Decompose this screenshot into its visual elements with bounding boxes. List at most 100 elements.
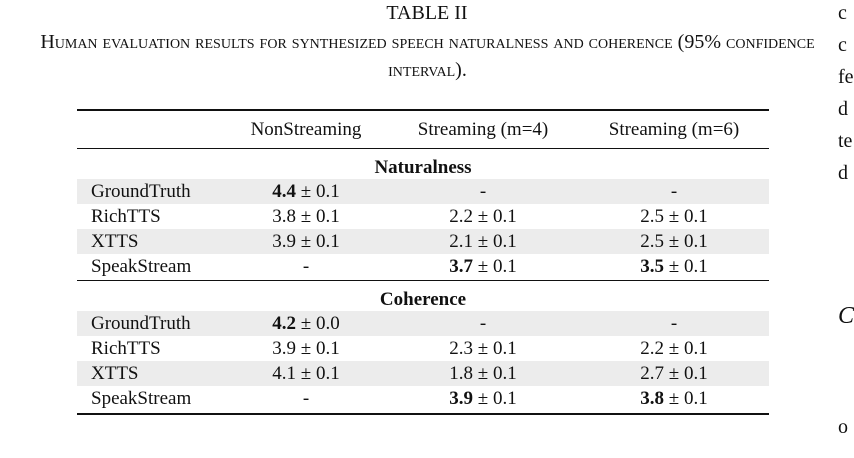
rule [77, 280, 769, 281]
table-cell: 2.2 ± 0.1 [579, 336, 769, 361]
cell-ci: 0.1 [492, 363, 517, 384]
rule [77, 413, 769, 415]
cell-value: 3.9 [449, 388, 474, 409]
cell-ci: 0.1 [683, 231, 708, 252]
cell-value: 4.4 [272, 181, 297, 202]
row-stripe [77, 361, 769, 386]
plus-minus: ± [300, 231, 312, 252]
row-stripe [77, 179, 769, 204]
plus-minus: ± [668, 363, 680, 384]
caption-text: Human evaluation results for synthesized… [40, 31, 815, 81]
section-title: Naturalness [374, 157, 472, 178]
margin-fragment: c [838, 2, 847, 24]
plus-minus: ± [300, 181, 312, 202]
caption-title: TABLE II [386, 2, 468, 24]
margin-fragment: d [838, 98, 848, 120]
table-cell: 2.2 ± 0.1 [388, 204, 578, 229]
cell-value: 3.7 [449, 256, 474, 277]
cell-ci: 0.1 [683, 206, 708, 227]
cell-ci: 0.1 [315, 363, 340, 384]
plus-minus: ± [300, 313, 312, 334]
margin-fragment: c [838, 34, 847, 56]
cell-text: - [479, 313, 487, 334]
cell-ci: 0.1 [315, 181, 340, 202]
row-label: XTTS [91, 363, 139, 384]
table-cell: 1.8 ± 0.1 [388, 361, 578, 386]
margin-fragment: fe [838, 66, 854, 88]
cell-text: - [302, 388, 310, 409]
margin-fragment: te [838, 130, 853, 152]
cell-ci: 0.1 [492, 256, 517, 277]
plus-minus: ± [668, 231, 680, 252]
row-label: RichTTS [91, 338, 161, 359]
plus-minus: ± [477, 388, 489, 409]
row-label: XTTS [91, 231, 139, 252]
table-cell: - [211, 386, 401, 411]
row-label: GroundTruth [91, 313, 191, 334]
rule [77, 148, 769, 149]
plus-minus: ± [300, 206, 312, 227]
table-cell: 3.9 ± 0.1 [211, 229, 401, 254]
plus-minus: ± [300, 338, 312, 359]
plus-minus: ± [668, 388, 680, 409]
table-cell: 2.1 ± 0.1 [388, 229, 578, 254]
table-cell: 3.7 ± 0.1 [388, 254, 578, 279]
row-label: SpeakStream [91, 256, 192, 277]
cell-value: 3.5 [640, 256, 665, 277]
cell-ci: 0.1 [683, 338, 708, 359]
column-header: Streaming (m=4) [417, 119, 549, 140]
column-header: NonStreaming [250, 119, 362, 140]
table-cell: 3.5 ± 0.1 [579, 254, 769, 279]
cell-value: 2.7 [640, 363, 665, 384]
margin-fragment: C [838, 303, 854, 329]
table-cell: 2.5 ± 0.1 [579, 229, 769, 254]
table-cell: 2.3 ± 0.1 [388, 336, 578, 361]
cell-value: 2.2 [640, 338, 665, 359]
cell-value: 4.1 [272, 363, 297, 384]
cell-ci: 0.1 [492, 388, 517, 409]
cell-value: 2.2 [449, 206, 474, 227]
cell-ci: 0.0 [315, 313, 340, 334]
table-cell: 2.5 ± 0.1 [579, 204, 769, 229]
cell-ci: 0.1 [683, 256, 708, 277]
column-header: Streaming (m=6) [608, 119, 740, 140]
cell-value: 3.8 [640, 388, 665, 409]
cell-ci: 0.1 [315, 338, 340, 359]
row-stripe [77, 229, 769, 254]
margin-fragment: d [838, 162, 848, 184]
rule [77, 109, 769, 111]
table-cell: - [579, 179, 769, 204]
cell-value: 2.1 [449, 231, 474, 252]
plus-minus: ± [668, 256, 680, 277]
row-label: RichTTS [91, 206, 161, 227]
plus-minus: ± [300, 363, 312, 384]
table-cell: 3.9 ± 0.1 [388, 386, 578, 411]
table-cell: - [388, 311, 578, 336]
row-label: GroundTruth [91, 181, 191, 202]
section-title: Coherence [379, 289, 467, 310]
cell-text: - [670, 181, 678, 202]
cell-value: 1.8 [449, 363, 474, 384]
row-stripe [77, 311, 769, 336]
cell-value: 3.8 [272, 206, 297, 227]
table-cell: 3.9 ± 0.1 [211, 336, 401, 361]
plus-minus: ± [477, 231, 489, 252]
cell-ci: 0.1 [492, 231, 517, 252]
table-cell: 3.8 ± 0.1 [211, 204, 401, 229]
row-label: SpeakStream [91, 388, 192, 409]
cell-text: - [479, 181, 487, 202]
table-cell: 4.4 ± 0.1 [211, 179, 401, 204]
cell-text: - [670, 313, 678, 334]
cell-value: 2.5 [640, 206, 665, 227]
plus-minus: ± [668, 338, 680, 359]
table-cell: 4.1 ± 0.1 [211, 361, 401, 386]
cell-text: - [302, 256, 310, 277]
table-cell: - [579, 311, 769, 336]
cell-value: 4.2 [272, 313, 297, 334]
table-cell: 4.2 ± 0.0 [211, 311, 401, 336]
margin-fragment: o [838, 416, 848, 438]
cell-ci: 0.1 [683, 388, 708, 409]
cell-value: 3.9 [272, 338, 297, 359]
table-cell: - [211, 254, 401, 279]
cell-value: 2.5 [640, 231, 665, 252]
